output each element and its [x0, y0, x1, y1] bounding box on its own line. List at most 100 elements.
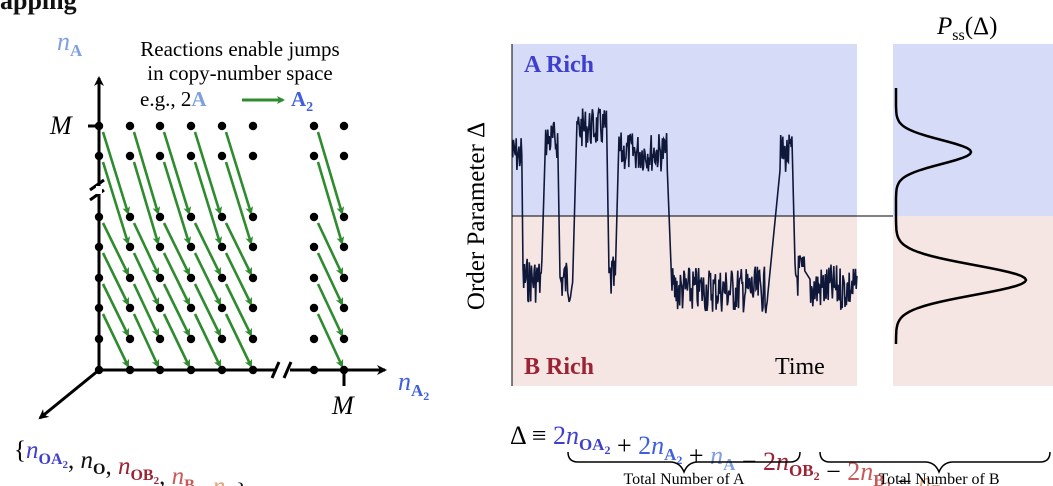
lattice-point: [339, 273, 349, 283]
lattice-point: [217, 334, 227, 344]
lattice-point: [186, 212, 196, 222]
y-axis-label: nA: [57, 27, 83, 60]
caption-line-1: Reactions enable jumps: [140, 37, 339, 61]
reaction-arrow: [101, 222, 130, 276]
reaction-arrow: [193, 131, 223, 215]
depth-axis-set-label: {nOA2, nO, nOB2, nB2, nB}: [14, 437, 248, 486]
lattice-point: [125, 334, 135, 344]
reaction-arrow: [316, 222, 344, 276]
reaction-arrow: [132, 252, 160, 306]
a-rich-region: [512, 44, 857, 216]
lattice-point: [248, 273, 258, 283]
lattice-point: [125, 303, 135, 313]
reaction-arrow: [162, 283, 191, 337]
lattice-point: [155, 121, 165, 131]
lattice-point: [217, 212, 227, 222]
lattice-point: [339, 121, 349, 131]
example-product: A2: [291, 87, 313, 115]
lattice-point: [217, 151, 227, 161]
lattice-panel: nA M nA2 M Reactions enable jumps in cop…: [14, 27, 429, 486]
lattice-point: [125, 212, 135, 222]
reaction-arrow: [193, 161, 223, 245]
trace-line: [511, 106, 858, 314]
lattice-point: [155, 273, 165, 283]
brace-label-b: Total Number of B: [878, 471, 999, 486]
lattice-point: [309, 151, 319, 161]
lattice-point: [339, 334, 349, 344]
lattice-point: [186, 151, 196, 161]
heading-fragment: apping: [0, 0, 77, 15]
lattice-point: [217, 273, 227, 283]
reaction-arrow: [162, 313, 191, 368]
reaction-arrow: [101, 161, 131, 245]
reaction-arrow: [193, 222, 222, 276]
brace-total-b: [819, 451, 1051, 475]
reaction-arrow: [132, 161, 161, 245]
lattice-point: [339, 242, 349, 252]
b-rich-label: B Rich: [524, 354, 594, 380]
reaction-arrows: [101, 131, 345, 368]
lattice-point: [339, 303, 349, 313]
reaction-arrow: [132, 222, 160, 276]
steady-state-distribution-curve: [894, 88, 1028, 344]
copy-number-lattice: [94, 121, 349, 375]
x-axis-break-mark: [282, 361, 293, 379]
reaction-arrow: [101, 252, 130, 306]
time-label: Time: [775, 354, 825, 380]
lattice-point: [217, 303, 227, 313]
lattice-point: [248, 334, 258, 344]
a-rich-label: A Rich: [524, 52, 594, 78]
lattice-point: [248, 303, 258, 313]
reaction-arrow: [316, 283, 344, 337]
reaction-arrow: [101, 131, 131, 215]
lattice-point: [186, 121, 196, 131]
dist-b-rich-region: [893, 216, 1053, 386]
lattice-point: [217, 242, 227, 252]
lattice-point: [248, 121, 258, 131]
order-parameter-equation: Δ ≡ 2nOA2 + 2nA2 + nA − 2nOB2 − 2nB2 − n…: [510, 421, 1051, 486]
lattice-point: [186, 303, 196, 313]
example-reaction: e.g., 2A: [140, 87, 207, 111]
reaction-arrow: [316, 313, 344, 368]
reaction-arrow: [132, 283, 160, 337]
lattice-point: [186, 242, 196, 252]
lattice-point: [186, 334, 196, 344]
reaction-arrow: [224, 283, 253, 337]
reaction-arrow: [224, 222, 253, 276]
order-parameter-trace: [511, 106, 858, 314]
reaction-arrow: [162, 222, 191, 276]
dist-a-rich-region: [893, 44, 1053, 216]
reaction-arrow: [101, 313, 130, 368]
lattice-point: [125, 151, 135, 161]
reaction-arrow: [316, 252, 344, 306]
lattice-point: [248, 242, 258, 252]
lattice-point: [248, 212, 258, 222]
caption-line-2: in copy-number space: [147, 61, 332, 85]
reaction-arrow: [162, 161, 192, 245]
reaction-arrow: [101, 283, 130, 337]
lattice-point: [309, 273, 319, 283]
lattice-point: [125, 273, 135, 283]
lattice-point: [125, 121, 135, 131]
trace-panel: A Rich B Rich Time Order Parameter Δ: [463, 44, 1053, 386]
lattice-point: [309, 242, 319, 252]
reaction-arrow: [132, 131, 161, 215]
reaction-arrow: [193, 313, 222, 368]
brace-label-a: Total Number of A: [623, 471, 745, 486]
lattice-point: [309, 121, 319, 131]
lattice-point: [309, 303, 319, 313]
x-tick-label: M: [331, 391, 355, 420]
y-axis-break-gap: [96, 186, 102, 194]
lattice-point: [339, 212, 349, 222]
reaction-arrow: [162, 252, 191, 306]
order-parameter-label: Order Parameter Δ: [463, 122, 490, 310]
lattice-point: [217, 121, 227, 131]
reaction-arrow: [162, 131, 192, 215]
reaction-arrow: [224, 252, 253, 306]
x-axis-label: nA2: [398, 367, 429, 403]
reaction-arrow: [316, 161, 345, 245]
lattice-point: [309, 212, 319, 222]
lattice-point: [155, 334, 165, 344]
reaction-arrow: [316, 131, 345, 215]
